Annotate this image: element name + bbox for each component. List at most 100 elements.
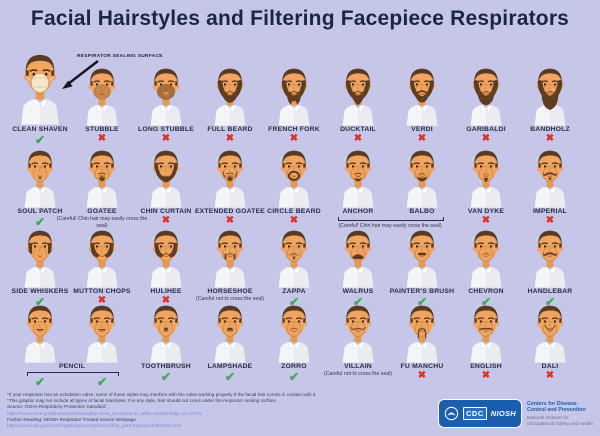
style-cell-mutton-chops: MUTTON CHOPS ✖	[66, 225, 138, 325]
style-cell-horseshoe: HORSESHOE (Careful not to cross the seal)	[194, 225, 266, 325]
annotation-arrow-icon	[62, 60, 99, 89]
result-check-icon: ✔	[288, 295, 300, 309]
face-garibaldi	[459, 63, 513, 126]
result-x-icon: ✖	[289, 215, 299, 226]
style-label: LAMPSHADE	[207, 363, 253, 370]
face-soul-patch	[13, 145, 67, 208]
face-villain	[331, 300, 385, 363]
footnote-2: *This graphic may not include all types …	[7, 398, 278, 404]
style-label: GOATEE	[87, 208, 117, 215]
result-x-icon: ✖	[481, 215, 491, 226]
style-label: SIDE WHISKERS	[11, 288, 69, 295]
face-pencil-2	[75, 300, 129, 363]
style-cell-walrus: WALRUS ✔	[322, 225, 394, 325]
respirator-seal-annotation: RESPIRATOR SEALING SURFACE	[77, 54, 163, 59]
face-mutton-chops	[75, 225, 129, 288]
style-cell-french-fork: FRENCH FORK ✖	[258, 63, 330, 163]
style-cell-clean-shaven: CLEAN SHAVEN ✔	[4, 54, 76, 163]
style-cell-bandholz: BANDHOLZ ✖	[514, 63, 586, 163]
source-label: Source: OSHA Respiratory Protection Stan…	[7, 404, 106, 410]
style-cell-zorro: ZORRO ✔	[258, 300, 330, 400]
result-check-icon: ✔	[34, 215, 46, 229]
style-cell-balbo: BALBO	[386, 145, 458, 245]
style-cell-stubble: STUBBLE ✖	[66, 63, 138, 163]
result-x-icon: ✖	[97, 295, 107, 306]
face-chevron	[459, 225, 513, 288]
style-cell-painter-s-brush: PAINTER'S BRUSH ✔	[386, 225, 458, 325]
result-x-icon: ✖	[161, 215, 171, 226]
footnotes: *If your respirator has an exhalation va…	[7, 392, 427, 429]
style-cell-hulihee: HULIHEE ✖	[130, 225, 202, 325]
style-label: LONG STUBBLE	[137, 126, 195, 133]
face-lampshade	[203, 300, 257, 363]
style-cell-chin-curtain: CHIN CURTAIN ✖	[130, 145, 202, 245]
face-zorro	[267, 300, 321, 363]
face-fu-manchu	[395, 300, 449, 363]
hhs-logo-icon	[444, 406, 459, 421]
result-x-icon: ✖	[97, 133, 107, 144]
face-side-whiskers	[13, 225, 67, 288]
result-x-icon: ✖	[417, 133, 427, 144]
style-label: FU MANCHU	[400, 363, 444, 370]
style-cell-villain: VILLAIN (Careful not to cross the seal)	[322, 300, 394, 400]
style-cell-full-beard: FULL BEARD ✖	[194, 63, 266, 163]
face-horseshoe	[203, 225, 257, 288]
result-check-icon: ✔	[160, 370, 172, 384]
result-x-icon: ✖	[481, 370, 491, 381]
style-label: GARIBALDI	[466, 126, 506, 133]
style-label: PAINTER'S BRUSH	[389, 288, 455, 295]
style-label: WALRUS	[342, 288, 374, 295]
style-cell-imperial: IMPERIAL ✖	[514, 145, 586, 245]
style-cell-ducktail: DUCKTAIL ✖	[322, 63, 394, 163]
face-painter-s-brush	[395, 225, 449, 288]
style-caption: (Careful! Chin hair may easily cross the…	[56, 216, 148, 229]
result-x-icon: ✖	[161, 133, 171, 144]
cdc-logo: CDC	[462, 407, 487, 420]
face-extended-goatee	[203, 145, 257, 208]
result-check-icon: ✔	[34, 133, 46, 147]
style-label: TOOTHBRUSH	[141, 363, 191, 370]
face-circle-beard	[267, 145, 321, 208]
style-label: CIRCLE BEARD	[267, 208, 321, 215]
footnote-1: *If your respirator has an exhalation va…	[7, 392, 317, 397]
result-check-icon: ✔	[34, 295, 46, 309]
result-check-icon: ✔	[34, 375, 46, 389]
style-label: ANCHOR	[342, 208, 374, 215]
result-check-icon: ✔	[352, 295, 364, 309]
style-cell-garibaldi: GARIBALDI ✖	[450, 63, 522, 163]
result-check-icon: ✔	[96, 375, 108, 389]
org-secondary-name: National Institute for Occupational Safe…	[527, 415, 593, 426]
result-x-icon: ✖	[225, 215, 235, 226]
style-cell-goatee: GOATEE (Careful! Chin hair may easily cro…	[57, 145, 147, 245]
source-url: https://www.osha.gov/pls/oshaweb/owadisp…	[7, 410, 202, 416]
style-cell-lampshade: LAMPSHADE ✔	[194, 300, 266, 400]
org-names: Centers for Disease Control and Preventi…	[527, 401, 597, 426]
style-cell-pencil: PENCIL ✔ ✔	[4, 300, 140, 400]
face-chin-curtain	[139, 145, 193, 208]
face-bandholz	[523, 63, 577, 126]
result-x-icon: ✖	[289, 133, 299, 144]
style-label: MUTTON CHOPS	[73, 288, 131, 295]
style-label: HULIHEE	[150, 288, 182, 295]
style-cell-van-dyke: VAN DYKE ✖	[450, 145, 522, 245]
result-x-icon: ✖	[545, 133, 555, 144]
style-cell-long-stubble: LONG STUBBLE ✖	[130, 63, 202, 163]
style-cell-side-whiskers: SIDE WHISKERS ✔	[4, 225, 76, 325]
group-bracket	[338, 217, 444, 221]
style-cell-extended-goatee: EXTENDED GOATEE ✖	[194, 145, 266, 245]
face-long-stubble	[139, 63, 193, 126]
style-label: EXTENDED GOATEE	[194, 208, 266, 215]
style-label: ZAPPA	[282, 288, 306, 295]
face-anchor	[331, 145, 385, 208]
niosh-logo: NIOSH	[490, 409, 516, 418]
result-x-icon: ✖	[417, 370, 427, 381]
face-imperial	[523, 145, 577, 208]
org-primary-name: Centers for Disease Control and Preventi…	[527, 401, 586, 414]
style-cell-circle-beard: CIRCLE BEARD ✖	[258, 145, 330, 245]
style-cell-dali: DALI ✖	[514, 300, 586, 400]
face-french-fork	[267, 63, 321, 126]
style-cell-fu-manchu: FU MANCHU ✖	[386, 300, 458, 400]
result-x-icon: ✖	[545, 370, 555, 381]
face-full-beard	[203, 63, 257, 126]
style-cell-toothbrush: TOOTHBRUSH ✔	[130, 300, 202, 400]
